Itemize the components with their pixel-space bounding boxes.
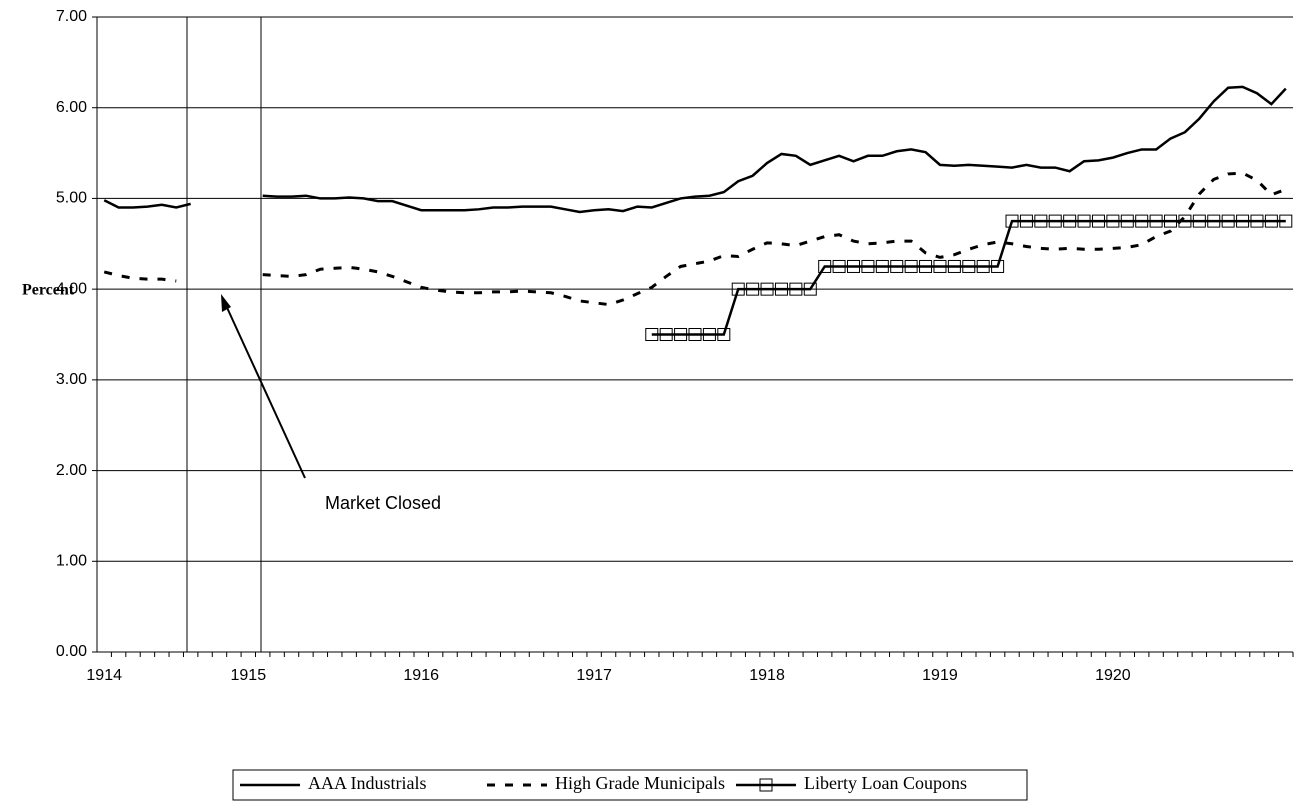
annotation: Market Closed <box>325 493 441 513</box>
series-line <box>103 85 1287 214</box>
marker <box>1106 214 1120 228</box>
marker <box>947 259 961 273</box>
marker <box>818 259 832 273</box>
y-tick-label: 1.00 <box>56 553 87 570</box>
marker <box>803 282 817 296</box>
marker <box>1048 214 1062 228</box>
marker <box>688 328 702 341</box>
marker <box>789 282 803 296</box>
marker <box>645 328 659 341</box>
y-tick-label: 5.00 <box>56 190 87 207</box>
marker <box>890 259 904 273</box>
annotation-arrow <box>223 300 306 479</box>
x-tick-label: 1918 <box>749 667 785 684</box>
marker <box>746 282 760 296</box>
marker <box>1250 214 1264 228</box>
marker <box>1221 214 1235 228</box>
marker <box>1178 214 1192 228</box>
legend-label: AAA Industrials <box>308 773 427 793</box>
marker <box>1135 214 1149 228</box>
y-axis-label: Percent <box>22 282 75 299</box>
x-tick-label: 1920 <box>1095 667 1131 684</box>
y-tick-label: 7.00 <box>56 8 87 25</box>
marker <box>976 259 990 273</box>
y-tick-label: 3.00 <box>56 371 87 388</box>
y-tick-label: 6.00 <box>56 99 87 116</box>
marker <box>1063 214 1077 228</box>
marker <box>1034 214 1048 228</box>
legend-box <box>232 769 1028 801</box>
marker <box>847 259 861 273</box>
marker <box>1077 214 1091 228</box>
marker <box>875 259 889 273</box>
marker <box>1019 214 1033 228</box>
series-line <box>651 219 1286 336</box>
marker <box>1120 214 1134 228</box>
marker <box>1264 214 1278 228</box>
marker <box>919 259 933 273</box>
x-tick-label: 1914 <box>86 667 122 684</box>
marker <box>1279 214 1293 228</box>
series-line <box>103 171 1287 307</box>
marker <box>1091 214 1105 228</box>
arrow-head <box>221 294 231 312</box>
marker <box>674 328 688 341</box>
x-tick-label: 1916 <box>403 667 439 684</box>
y-tick-label: 2.00 <box>56 462 87 479</box>
marker <box>861 259 875 273</box>
marker <box>1005 214 1019 228</box>
y-tick-label: 4.00 <box>56 280 87 297</box>
marker <box>933 259 947 273</box>
x-tick-label: 1917 <box>576 667 612 684</box>
marker <box>904 259 918 273</box>
legend-label: High Grade Municipals <box>555 773 725 793</box>
legend-marker <box>759 778 773 792</box>
marker <box>760 282 774 296</box>
legend-label: Liberty Loan Coupons <box>804 773 967 793</box>
marker <box>962 259 976 273</box>
marker <box>1149 214 1163 228</box>
marker <box>1207 214 1221 228</box>
x-tick-label: 1915 <box>231 667 267 684</box>
marker <box>659 328 673 341</box>
marker <box>702 328 716 341</box>
marker <box>774 282 788 296</box>
marker <box>717 328 731 341</box>
marker <box>731 282 745 296</box>
marker <box>832 259 846 273</box>
marker <box>1236 214 1250 228</box>
x-tick-label: 1919 <box>922 667 958 684</box>
marker <box>1164 214 1178 228</box>
y-tick-label: 0.00 <box>56 643 87 660</box>
marker <box>991 259 1005 273</box>
marker <box>1192 214 1206 228</box>
